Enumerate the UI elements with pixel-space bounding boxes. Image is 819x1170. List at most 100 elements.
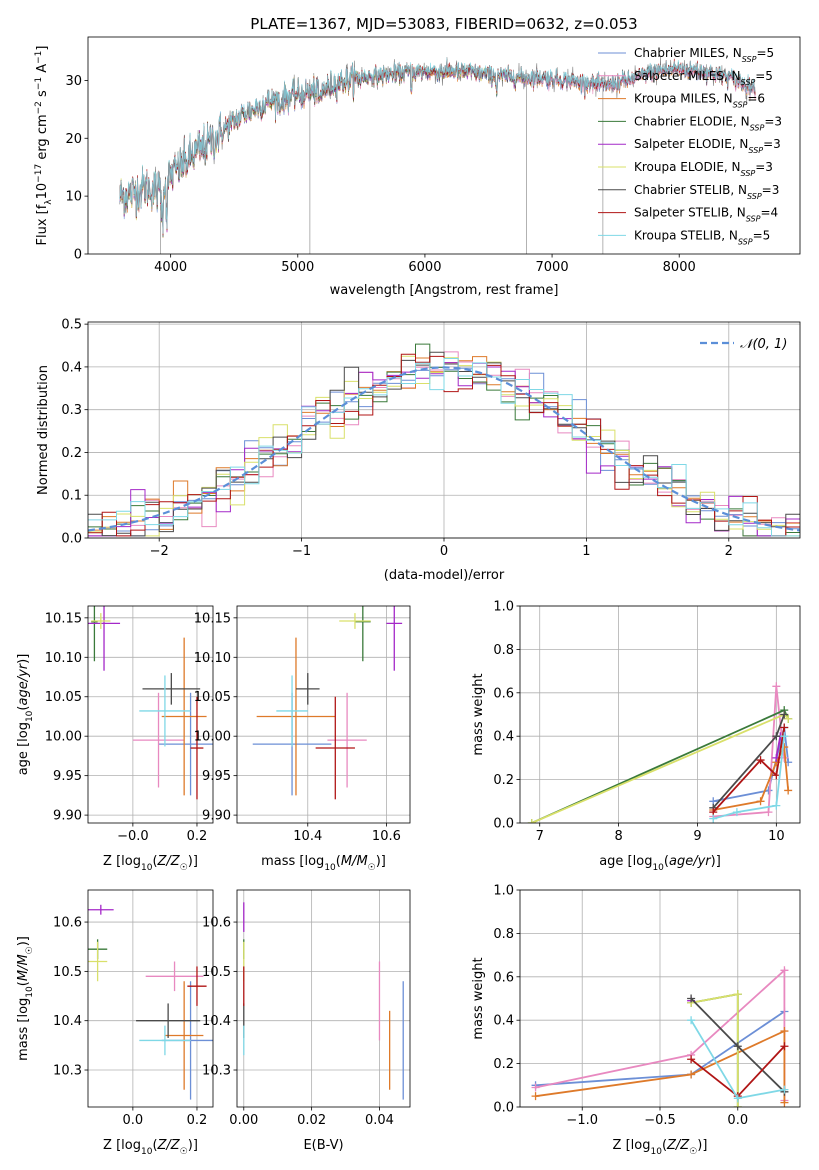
- series-marker: [772, 801, 781, 810]
- y-tick-label: 9.95: [202, 769, 231, 784]
- series-marker: [780, 1098, 789, 1107]
- series-marker: [687, 1016, 696, 1025]
- series-marker: [780, 1027, 789, 1036]
- model-spectrum-kroupa-stelib: [119, 57, 756, 234]
- series-line: [712, 727, 786, 813]
- series-salpeter-stelib: [709, 723, 789, 817]
- x-tick-label: 0.2: [187, 829, 208, 844]
- axes-frame: [87, 36, 801, 255]
- axes-frame: [236, 889, 411, 1108]
- y-tick-label: 0.0: [493, 1101, 514, 1116]
- spectrum-panel: 4000 5000 6000 7000 8000 0 10 20 30 wavelength [A…: [34, 36, 801, 298]
- legend-label: Chabrier ELODIE, NSSP=3: [634, 114, 782, 131]
- y-axis-label: Normed distribution: [36, 365, 51, 495]
- errorbar-salpeter-elodie: [386, 606, 403, 671]
- y-tick-label: 0.2: [493, 1057, 514, 1072]
- legend-label: Chabrier MILES, NSSP=5: [634, 46, 774, 64]
- series-kroupa-stelib: [709, 732, 789, 823]
- series-marker: [780, 710, 789, 719]
- errorbar-salpeter-miles: [327, 692, 367, 788]
- age_vs_mass-ticks: 10.4 10.6 9.90 9.95 10.00 10.05 10.10 10.15: [194, 611, 401, 844]
- axes-frame: [87, 889, 214, 1108]
- y-tick-label: 10.6: [53, 916, 82, 931]
- age_vs_mass-grid: [237, 606, 410, 823]
- series-marker: [687, 1055, 696, 1064]
- x-tick-label: 0.2: [187, 1113, 208, 1128]
- axes-frame: [519, 889, 801, 1108]
- y-tick-label: 9.90: [53, 809, 82, 824]
- series-marker: [732, 808, 741, 817]
- errorbar-kroupa-elodie: [88, 941, 108, 982]
- y-tick-label: 10.10: [194, 651, 231, 666]
- y-tick-label: 10.5: [53, 965, 82, 980]
- y-tick-label: 0.8: [493, 643, 514, 658]
- series-line: [713, 686, 786, 818]
- y-tick-label: 10.00: [45, 730, 82, 745]
- x-tick-label: 2: [725, 544, 733, 559]
- x-tick-label: 0.0: [727, 1113, 748, 1128]
- age_vs_Z-ticks: −0.0 0.2 9.90 9.95 10.00 10.05 10.10 10.15: [45, 611, 208, 844]
- x-tick-label: 10.4: [293, 829, 322, 844]
- x-axis-label: Z [log10(Z/Z☉)]: [103, 854, 198, 873]
- y-axis-label: Flux [fλ10−17 erg cm−2 s−1 A−1]: [34, 46, 54, 246]
- errorbar-kroupa-elodie: [339, 613, 371, 629]
- series-marker: [756, 756, 765, 765]
- series-marker: [780, 966, 789, 975]
- x-tick-label: 1: [582, 544, 590, 559]
- errorbar-salpeter-miles: [132, 692, 185, 788]
- y-tick-label: 0.0: [493, 817, 514, 832]
- x-tick-label: 7: [536, 829, 544, 844]
- y-tick-label: 30: [65, 74, 82, 89]
- weight_vs_Z-ticks: −1.0 −0.5 0.0 0.0 0.2 0.4 0.6 0.8 1.0: [493, 884, 748, 1129]
- plot-area: [243, 902, 404, 1100]
- plot-area: [531, 966, 789, 1107]
- y-tick-label: 0.2: [493, 773, 514, 788]
- y-tick-label: 10.5: [202, 965, 231, 980]
- y-tick-label: 0.4: [493, 1014, 514, 1029]
- plot-area: [252, 606, 403, 800]
- series-marker: [687, 994, 696, 1003]
- weight_vs_Z-panel: −1.0 −0.5 0.0 0.0 0.2 0.4 0.6 0.8 1.0 Z [log10(Z/…: [471, 884, 801, 1157]
- series-marker: [764, 808, 773, 817]
- errorbar-salpeter-stelib: [315, 696, 355, 800]
- y-tick-label: 10.05: [194, 690, 231, 705]
- series-marker: [772, 732, 781, 741]
- weight_vs_age-ticks: 7 8 9 10 0.0 0.2 0.4 0.6 0.8 1.0: [493, 600, 784, 845]
- y-tick-label: 0.4: [493, 730, 514, 745]
- spectrum-ticks: 4000 5000 6000 7000 8000 0 10 20 30: [65, 74, 695, 275]
- legend-label: Kroupa MILES, NSSP=6: [634, 92, 765, 110]
- x-tick-label: 0.00: [229, 1113, 258, 1128]
- x-axis-label: age [log10(age/yr)]: [599, 854, 721, 873]
- x-tick-label: 8000: [663, 260, 696, 275]
- x-tick-label: 0: [440, 544, 448, 559]
- y-axis-label: mass [log10(M/M☉)]: [16, 936, 35, 1061]
- x-tick-label: 0.0: [123, 1113, 144, 1128]
- series-marker: [733, 1094, 742, 1103]
- y-tick-label: 0.6: [493, 686, 514, 701]
- errorbar-salpeter-miles: [145, 961, 204, 992]
- y-axis-label: mass weight: [471, 673, 486, 755]
- legend-label: Kroupa STELIB, NSSP=5: [634, 228, 770, 246]
- errorbar-chabrier-elodie: [91, 606, 98, 662]
- x-tick-label: 4000: [154, 260, 187, 275]
- x-axis-label: Z [log10(Z/Z☉)]: [103, 1138, 198, 1157]
- x-tick-label: −0.5: [644, 1113, 676, 1128]
- y-tick-label: 10.05: [45, 690, 82, 705]
- residuals-panel: −2 −1 0 1 2 0.0 0.1 0.2 0.3 0.4 0.5 (data-model)/er…: [36, 318, 801, 583]
- series-marker: [531, 1092, 540, 1101]
- errorbar-chabrier-stelib: [142, 673, 201, 705]
- errorbar-kroupa-stelib: [276, 675, 308, 747]
- y-tick-label: 0.0: [61, 532, 82, 547]
- figure-title: PLATE=1367, MJD=53083, FIBERID=0632, z=0…: [250, 15, 637, 33]
- plot-area: [88, 343, 800, 537]
- series-marker: [733, 990, 742, 999]
- y-tick-label: 10.15: [194, 611, 231, 626]
- y-tick-label: 1.0: [493, 884, 514, 899]
- x-axis-label: wavelength [Angstrom, rest frame]: [330, 283, 559, 298]
- y-tick-label: 10.4: [202, 1014, 231, 1029]
- mass_vs_ebv-ticks: 0.00 0.02 0.04 10.3 10.4 10.5 10.6: [202, 916, 394, 1128]
- errorbar-kroupa-miles: [256, 637, 336, 796]
- x-tick-label: 8: [614, 829, 622, 844]
- age_vs_Z-panel: −0.0 0.2 9.90 9.95 10.00 10.05 10.10 10.15 Z [lo…: [16, 605, 214, 873]
- legend-label: Salpeter STELIB, NSSP=4: [634, 206, 778, 224]
